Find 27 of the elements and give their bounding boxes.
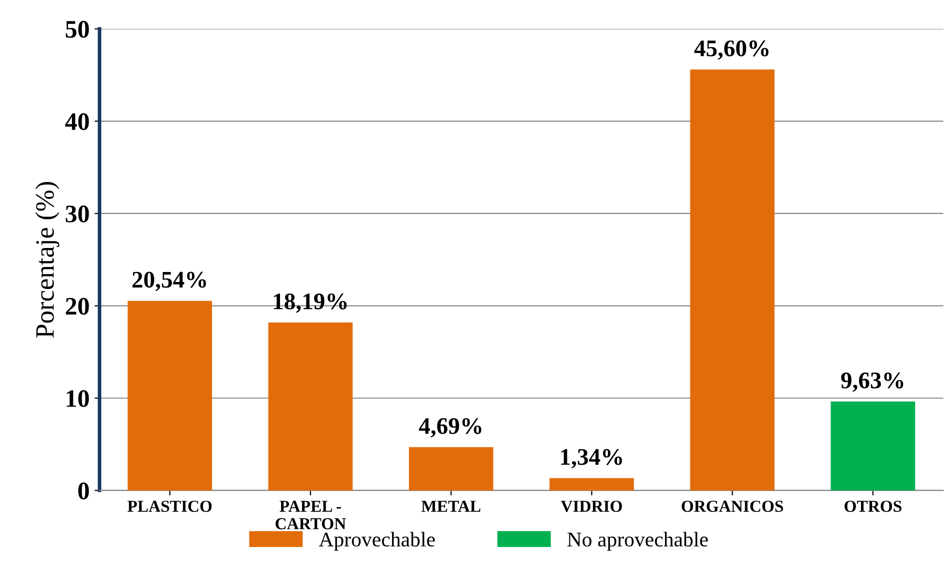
x-tick-label: PAPEL - CARTON bbox=[276, 500, 346, 530]
bar bbox=[690, 69, 775, 490]
data-label: 1,34% bbox=[561, 449, 622, 468]
y-tick-label: 40 bbox=[65, 113, 89, 130]
data-label: 9,63% bbox=[841, 372, 904, 392]
x-tick-label: METAL bbox=[421, 500, 480, 512]
x-tick-label: ORGANICOS bbox=[682, 500, 784, 512]
y-tick-label: 20 bbox=[66, 298, 89, 315]
legend-label: No aprovechable bbox=[567, 532, 708, 551]
data-label: 18,19% bbox=[274, 293, 347, 313]
y-tick-label: 10 bbox=[66, 390, 89, 408]
data-label: 4,69% bbox=[418, 418, 482, 438]
y-axis-title: Porcentaje (%) bbox=[35, 182, 60, 338]
bar bbox=[408, 447, 494, 490]
data-label: 45,60% bbox=[694, 40, 768, 60]
x-tick-label: OTROS bbox=[844, 500, 902, 512]
bar bbox=[128, 300, 212, 490]
data-label: 20,54% bbox=[132, 272, 206, 292]
x-tick-label: VIDRIO bbox=[560, 500, 622, 512]
bar bbox=[268, 322, 353, 490]
bar bbox=[550, 478, 634, 490]
y-tick-label: 0 bbox=[78, 482, 89, 500]
y-tick-label: 50 bbox=[66, 20, 89, 38]
y-tick-label: 30 bbox=[66, 206, 89, 222]
legend-label: Aprovechable bbox=[318, 532, 435, 551]
bar bbox=[830, 402, 916, 490]
x-tick-label: PLASTICO bbox=[128, 500, 212, 512]
